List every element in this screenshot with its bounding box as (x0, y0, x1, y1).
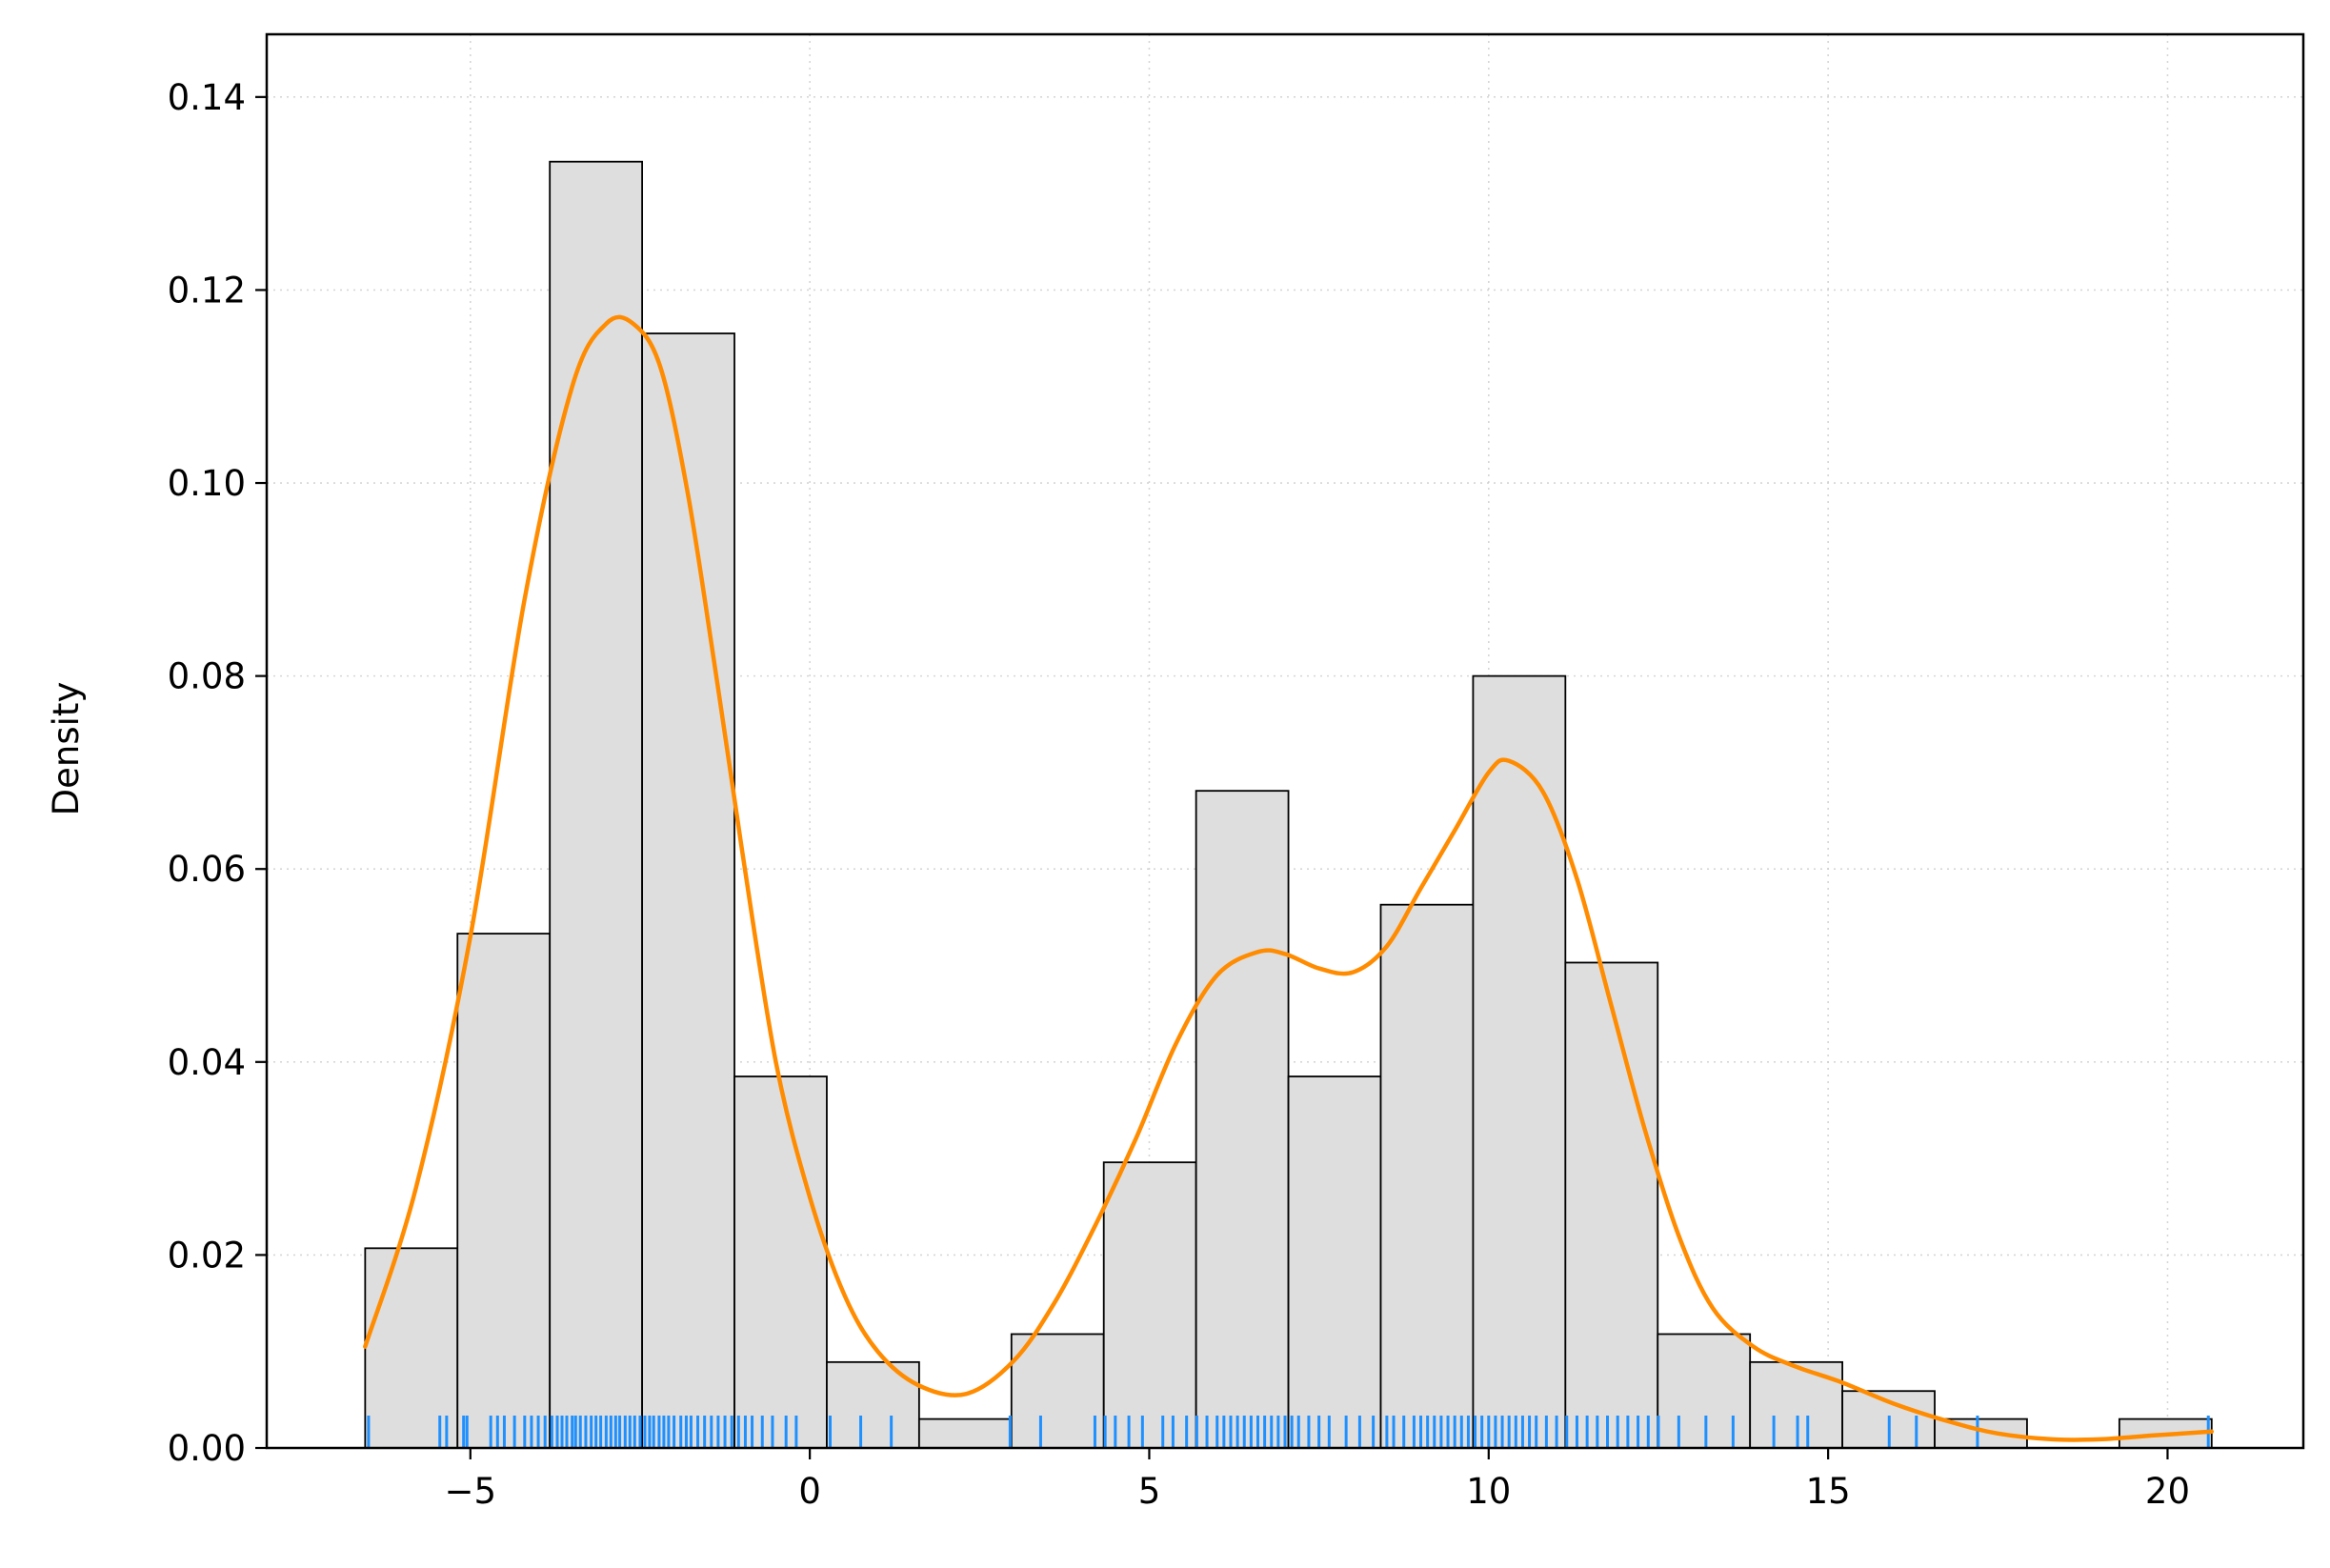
x-tick-label: 0 (798, 1471, 821, 1512)
y-tick-label: 0.12 (168, 270, 246, 311)
y-tick-label: 0.04 (168, 1042, 246, 1083)
y-tick-label: 0.14 (168, 77, 246, 118)
y-axis-ticks: 0.00 0.02 0.04 0.06 0.08 0.10 0.12 0.14 (168, 77, 267, 1469)
x-tick-label: 15 (1806, 1471, 1851, 1512)
histogram-bar (1564, 961, 1659, 1449)
histogram-bar (549, 160, 644, 1449)
y-tick-label: 0.08 (168, 656, 246, 697)
histogram-bar (1195, 790, 1290, 1449)
x-tick-label: −5 (445, 1471, 497, 1512)
histogram-bar (917, 1417, 1013, 1449)
histogram-bar (456, 933, 552, 1449)
y-tick-label: 0.06 (168, 849, 246, 890)
histogram-bar (1010, 1333, 1105, 1449)
y-tick-label: 0.10 (168, 463, 246, 504)
histogram-bars (364, 160, 2213, 1449)
histogram-bar (733, 1075, 828, 1449)
histogram-bar (1379, 903, 1475, 1449)
x-tick-label: 10 (1466, 1471, 1511, 1512)
histogram-bar (1657, 1333, 1752, 1449)
x-tick-label: 20 (2145, 1471, 2190, 1512)
plot-area-frame (265, 32, 2305, 1450)
kde-curve (363, 314, 2215, 1442)
y-axis-label: Density (46, 682, 87, 816)
histogram-bar (641, 332, 735, 1449)
x-tick-label: 5 (1138, 1471, 1161, 1512)
kde-curve-group (363, 314, 2215, 1442)
histogram-bar (1287, 1075, 1382, 1449)
histogram-bar (1102, 1161, 1197, 1449)
histogram-bar (1472, 674, 1567, 1449)
histogram-bar (364, 1247, 459, 1449)
x-axis-ticks: −5 0 5 10 15 20 (445, 1448, 2190, 1512)
y-tick-label: 0.00 (168, 1428, 246, 1469)
y-tick-label: 0.02 (168, 1235, 246, 1276)
rug-marks (367, 1416, 2210, 1448)
